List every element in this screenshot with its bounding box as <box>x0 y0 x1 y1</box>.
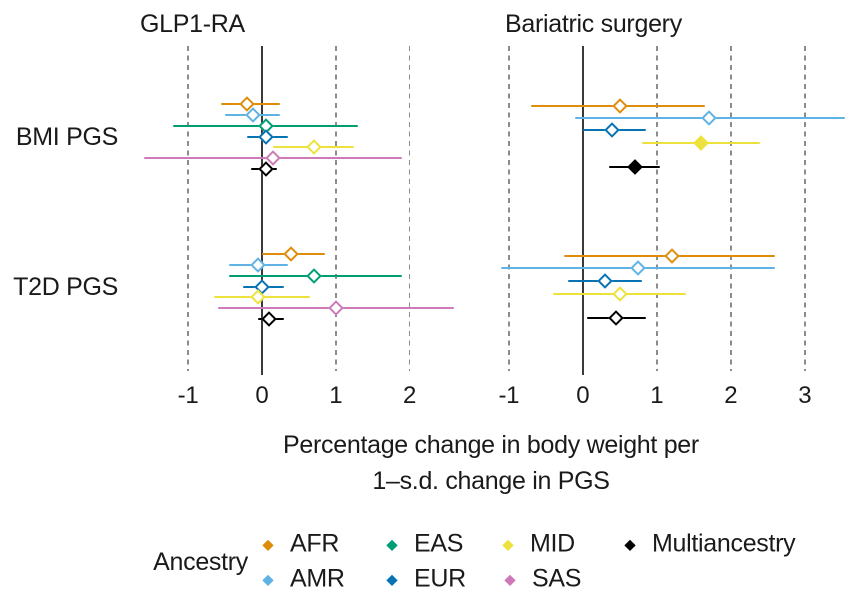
legend-entry-label: EAS <box>414 529 464 558</box>
legend-diamond-icon <box>262 574 274 586</box>
legend-entry-label: AMR <box>290 564 345 593</box>
gridline <box>507 46 510 371</box>
legend-entry-label: AFR <box>290 529 340 558</box>
panel-title-bariatric-surgery: Bariatric surgery <box>505 10 682 38</box>
estimate-diamond-marker <box>261 311 278 327</box>
legend-diamond-icon <box>386 574 398 586</box>
x-axis-title-line2: 1–s.d. change in PGS <box>372 467 610 495</box>
legend-diamond-icon <box>262 539 274 551</box>
panel-title-glp1ra: GLP1-RA <box>140 10 245 38</box>
gridline <box>729 46 732 371</box>
legend-diamond-icon <box>502 539 514 551</box>
legend-entry-label: MID <box>530 529 575 558</box>
estimate-diamond-marker <box>700 110 717 126</box>
gridline <box>408 46 411 371</box>
x-tick-label: 0 <box>255 382 269 409</box>
legend-diamond-icon <box>624 539 636 551</box>
gridline <box>803 46 806 371</box>
estimate-diamond-marker <box>612 286 628 302</box>
estimate-diamond-marker <box>305 268 322 284</box>
estimate-diamond-marker <box>663 248 680 264</box>
estimate-diamond-marker <box>612 98 628 114</box>
legend-entry-label: SAS <box>532 564 582 593</box>
zero-reference-line <box>260 46 263 375</box>
estimate-diamond-marker <box>283 246 300 262</box>
x-tick-label: 0 <box>576 382 590 409</box>
legend-title: Ancestry <box>153 548 248 576</box>
gridline <box>655 46 658 371</box>
estimate-diamond-marker <box>250 257 266 273</box>
x-axis-title: Percentage change in body weight per 1–s… <box>91 427 860 499</box>
x-tick-label: 3 <box>798 382 812 409</box>
estimate-diamond-marker <box>327 300 344 316</box>
gridline <box>334 46 337 371</box>
row-label-t2d-pgs: T2D PGS <box>13 273 118 301</box>
legend-entry-label: Multiancestry <box>652 529 796 558</box>
estimate-diamond-marker <box>630 260 647 276</box>
estimate-diamond-marker <box>604 122 621 138</box>
estimate-diamond-marker <box>626 159 643 175</box>
x-tick-label: -1 <box>498 382 520 409</box>
x-tick-label: 1 <box>650 382 664 409</box>
x-axis-title-line1: Percentage change in body weight per <box>283 431 699 459</box>
x-tick-label: 2 <box>724 382 738 409</box>
x-tick-label: 1 <box>329 382 343 409</box>
x-tick-label: -1 <box>177 382 199 409</box>
estimate-diamond-marker <box>693 135 709 151</box>
legend-diamond-icon <box>386 539 398 551</box>
estimate-diamond-marker <box>597 273 613 289</box>
estimate-diamond-marker <box>608 310 624 326</box>
row-label-bmi-pgs: BMI PGS <box>15 123 118 151</box>
x-tick-label: 2 <box>403 382 417 409</box>
zero-reference-line <box>581 46 584 375</box>
gridline <box>187 46 189 371</box>
legend-diamond-icon <box>504 574 516 586</box>
estimate-diamond-marker <box>305 139 322 155</box>
legend-entry-label: EUR <box>414 564 466 593</box>
